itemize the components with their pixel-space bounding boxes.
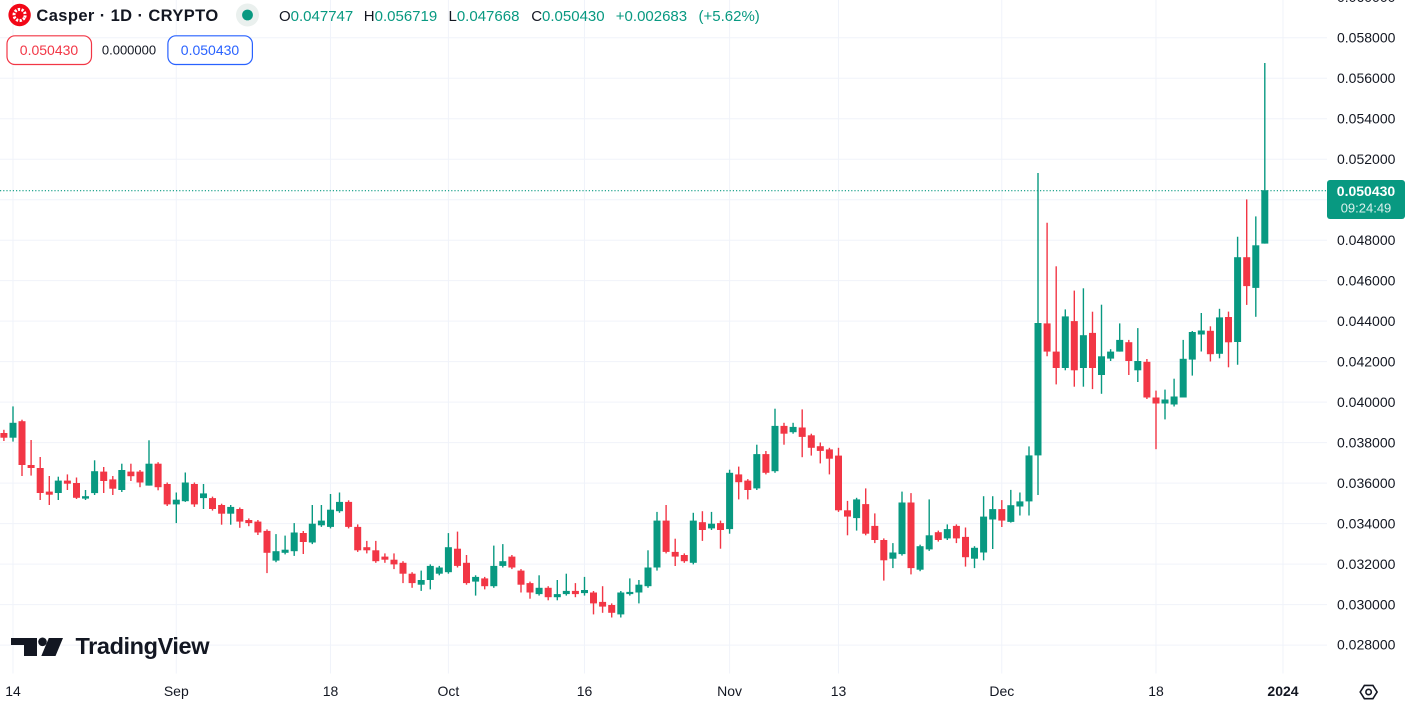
- svg-text:0.060000: 0.060000: [1337, 0, 1396, 5]
- svg-text:0.046000: 0.046000: [1337, 272, 1396, 288]
- svg-text:0.052000: 0.052000: [1337, 151, 1396, 167]
- svg-text:0.040000: 0.040000: [1337, 394, 1396, 410]
- svg-text:Dec: Dec: [989, 683, 1014, 699]
- svg-text:0.054000: 0.054000: [1337, 110, 1396, 126]
- svg-text:TradingView: TradingView: [76, 633, 211, 659]
- svg-text:0.058000: 0.058000: [1337, 29, 1396, 45]
- svg-text:14: 14: [5, 683, 21, 699]
- svg-text:0.000000: 0.000000: [102, 43, 156, 58]
- svg-text:0.036000: 0.036000: [1337, 475, 1396, 491]
- svg-text:(+5.62%): (+5.62%): [699, 8, 760, 25]
- svg-text:0.038000: 0.038000: [1337, 434, 1396, 450]
- svg-text:0.050430: 0.050430: [181, 42, 240, 58]
- svg-text:H0.056719: H0.056719: [364, 8, 437, 25]
- svg-text:L0.047668: L0.047668: [449, 8, 520, 25]
- svg-text:18: 18: [1148, 683, 1164, 699]
- svg-text:09:24:49: 09:24:49: [1341, 201, 1392, 216]
- svg-text:0.056000: 0.056000: [1337, 70, 1396, 86]
- svg-text:0.042000: 0.042000: [1337, 353, 1396, 369]
- svg-text:0.050430: 0.050430: [1337, 183, 1396, 199]
- svg-text:2024: 2024: [1267, 683, 1298, 699]
- svg-text:Sep: Sep: [164, 683, 189, 699]
- svg-text:0.048000: 0.048000: [1337, 232, 1396, 248]
- svg-text:Nov: Nov: [717, 683, 742, 699]
- svg-text:0.050430: 0.050430: [20, 42, 79, 58]
- svg-text:13: 13: [831, 683, 847, 699]
- svg-text:0.034000: 0.034000: [1337, 515, 1396, 531]
- svg-text:0.032000: 0.032000: [1337, 556, 1396, 572]
- svg-text:+0.002683: +0.002683: [616, 8, 687, 25]
- svg-text:16: 16: [577, 683, 593, 699]
- svg-text:0.044000: 0.044000: [1337, 313, 1396, 329]
- svg-text:0.030000: 0.030000: [1337, 596, 1396, 612]
- svg-text:O0.047747: O0.047747: [279, 8, 353, 25]
- svg-text:C0.050430: C0.050430: [531, 8, 604, 25]
- svg-text:0.028000: 0.028000: [1337, 637, 1396, 653]
- svg-text:18: 18: [323, 683, 339, 699]
- svg-text:Casper · 1D · CRYPTO: Casper · 1D · CRYPTO: [36, 7, 218, 25]
- svg-text:Oct: Oct: [438, 683, 460, 699]
